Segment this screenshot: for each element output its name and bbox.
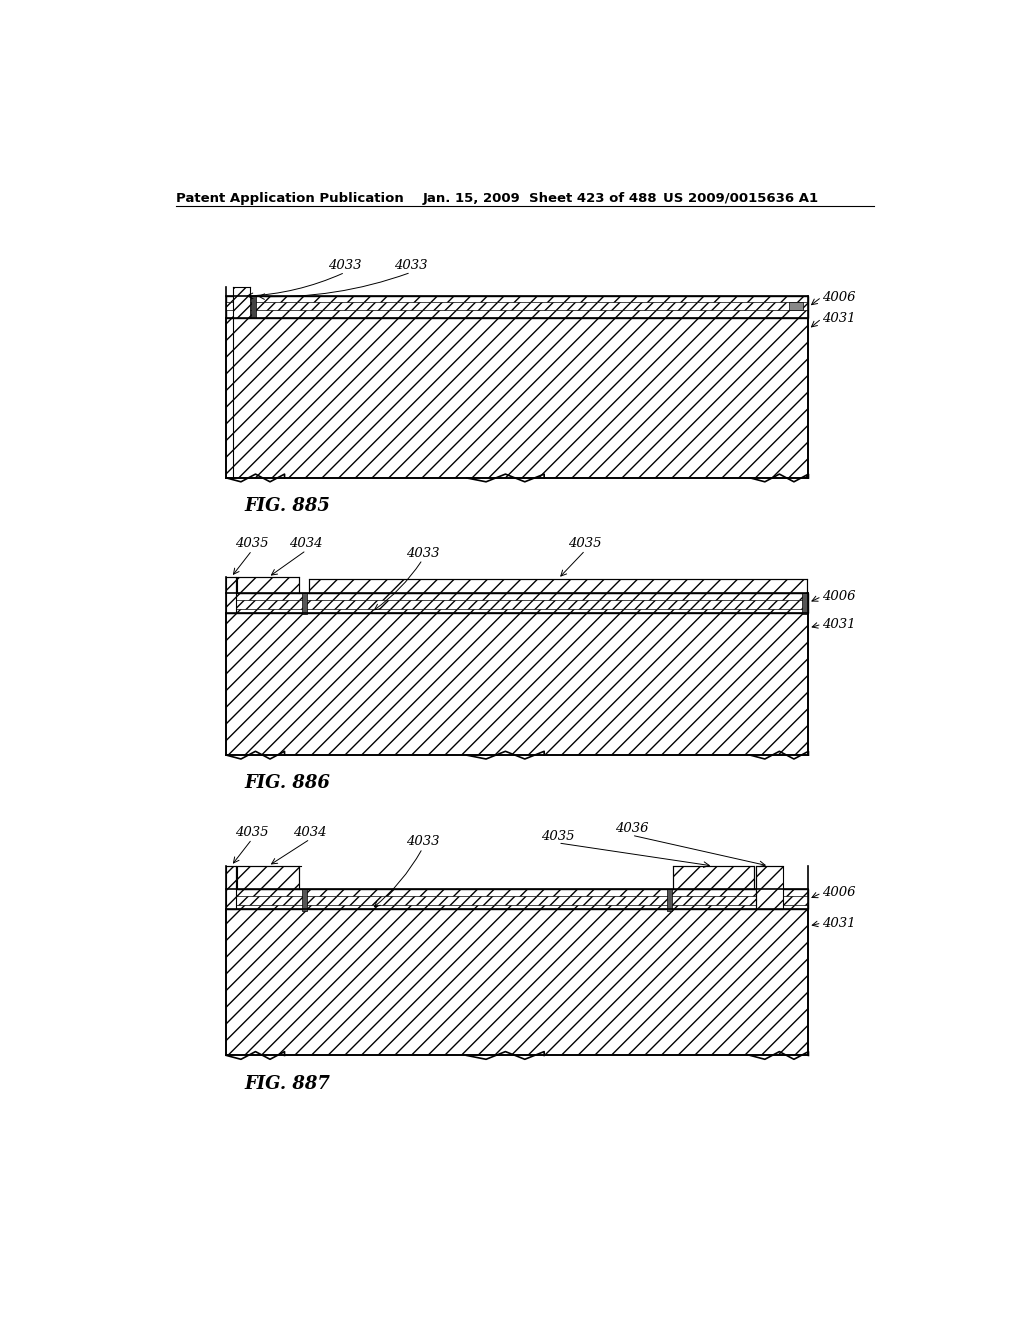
Bar [226, 577, 236, 612]
Bar [251, 296, 256, 318]
Text: FIG. 885: FIG. 885 [245, 498, 330, 515]
Text: 4033: 4033 [406, 836, 439, 849]
Text: 4034: 4034 [290, 537, 323, 550]
Text: 4036: 4036 [615, 822, 648, 836]
Bar [302, 593, 307, 614]
Bar [226, 612, 809, 755]
Text: Patent Application Publication: Patent Application Publication [176, 191, 403, 205]
Text: 4035: 4035 [236, 537, 268, 550]
Text: 4033: 4033 [329, 259, 361, 272]
Bar [667, 890, 672, 911]
Bar [802, 593, 808, 614]
Text: 4035: 4035 [568, 537, 602, 550]
Text: 4031: 4031 [821, 916, 855, 929]
Text: 4006: 4006 [821, 887, 855, 899]
Text: FIG. 886: FIG. 886 [245, 775, 330, 792]
Bar [232, 286, 250, 318]
Bar [226, 896, 809, 906]
Text: 4033: 4033 [394, 259, 428, 272]
Bar [756, 866, 783, 909]
Bar [226, 866, 236, 909]
Bar [790, 302, 803, 310]
Text: 4035: 4035 [542, 830, 574, 843]
Text: 4035: 4035 [236, 826, 268, 840]
Bar [309, 578, 807, 593]
Text: 4031: 4031 [821, 312, 855, 325]
Text: 4034: 4034 [293, 826, 327, 840]
Bar [226, 302, 809, 310]
Text: 4006: 4006 [821, 290, 855, 304]
Bar [226, 890, 809, 909]
Bar [238, 866, 299, 890]
Bar [302, 890, 307, 911]
Text: US 2009/0015636 A1: US 2009/0015636 A1 [663, 191, 818, 205]
Bar [226, 599, 809, 609]
Text: 4031: 4031 [821, 618, 855, 631]
Bar [226, 296, 809, 318]
Text: 4033: 4033 [406, 546, 439, 560]
Bar [238, 577, 299, 593]
Bar [226, 593, 809, 612]
Text: Jan. 15, 2009  Sheet 423 of 488: Jan. 15, 2009 Sheet 423 of 488 [423, 191, 657, 205]
Bar [226, 909, 809, 1056]
Text: 4006: 4006 [821, 590, 855, 603]
Text: FIG. 887: FIG. 887 [245, 1074, 330, 1093]
Bar [226, 318, 809, 478]
Bar [673, 866, 755, 890]
